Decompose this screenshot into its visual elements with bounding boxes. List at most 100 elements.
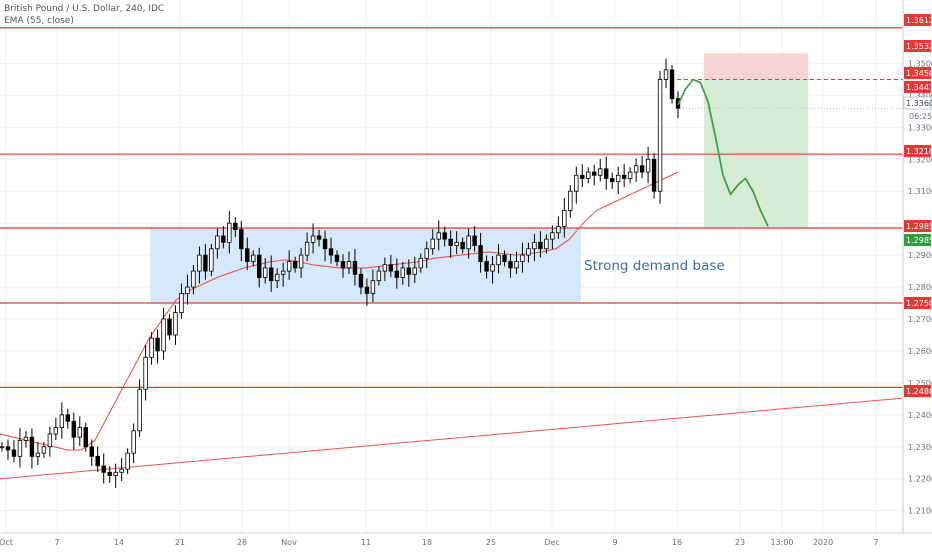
trendline: [0, 395, 931, 480]
candle-body: [532, 241, 537, 250]
candle-body: [454, 241, 459, 246]
candle-body: [514, 261, 519, 269]
price-label-box: [904, 40, 931, 52]
price-label: 1.2985: [906, 222, 932, 231]
time-axis: Oct 7 14 21 28 Nov 11 18 25 Dec 9 16 23 13:00 2020 7: [0, 532, 932, 550]
x-tick-label: 14: [114, 538, 124, 547]
candle-body: [346, 261, 352, 269]
x-tick-label: 25: [486, 538, 496, 547]
price-label-box: [904, 145, 931, 157]
price-label-box: [904, 297, 931, 309]
candle-body: [101, 465, 106, 473]
candle-body: [472, 235, 477, 246]
candle-body: [496, 254, 501, 266]
candle-body: [382, 264, 388, 272]
candle-body: [298, 254, 304, 269]
y-tick-label: 1.2800: [908, 283, 932, 292]
candle-body: [442, 232, 447, 240]
candle-body: [167, 318, 172, 336]
candle-body: [586, 171, 591, 179]
candle-body: [191, 270, 196, 288]
candle-body: [358, 273, 364, 288]
candle-body: [119, 468, 124, 473]
candle-body: [77, 427, 82, 438]
candle-body: [394, 270, 400, 278]
candle-body: [113, 471, 118, 476]
candle-body: [233, 222, 238, 230]
candles: [0, 58, 681, 488]
candle-body: [328, 248, 334, 256]
y-tick-label: 1.2200: [908, 475, 932, 484]
y-tick-label: 1.2300: [908, 443, 932, 452]
x-tick-label: 28: [237, 538, 247, 547]
candle-body: [322, 238, 328, 250]
candle-body: [197, 254, 202, 272]
candle-body: [131, 430, 136, 454]
candle-body: [227, 222, 232, 243]
countdown-timer: 06:25: [909, 112, 932, 121]
candle-body: [17, 439, 23, 457]
candle-body: [11, 449, 17, 457]
price-label: 1.3443: [906, 83, 932, 92]
price-label-box: [904, 220, 931, 232]
price-label-box: [904, 234, 931, 246]
time-axis-background: [0, 533, 932, 550]
x-tick-label: 9: [612, 538, 617, 547]
candle-body: [83, 427, 88, 448]
candle-body: [263, 267, 268, 278]
candle-body: [316, 235, 322, 240]
candle-body: [406, 267, 411, 275]
candle-body: [574, 174, 579, 192]
candle-body: [5, 446, 11, 451]
candle-body: [107, 471, 112, 476]
x-tick-label: Dec: [544, 538, 559, 547]
x-tick-label: 23: [735, 538, 745, 547]
x-tick-label: 13:00: [770, 538, 793, 547]
candle-body: [125, 452, 130, 470]
candle-body: [47, 433, 53, 448]
y-tick-label: 1.2500: [908, 379, 932, 388]
candle-body: [149, 337, 154, 358]
candle-body: [508, 261, 513, 269]
projection-path: [677, 78, 769, 227]
candle-body: [179, 293, 184, 314]
y-tick-label: 1.2100: [908, 507, 932, 516]
y-tick-label: 1.3400: [908, 91, 932, 100]
candle-body: [657, 79, 663, 192]
candle-body: [65, 414, 71, 422]
candle-body: [137, 388, 142, 432]
candle-body: [651, 158, 657, 192]
candle-body: [304, 241, 310, 256]
candle-body: [23, 436, 29, 441]
candle-body: [526, 248, 531, 256]
candle-body: [484, 261, 489, 272]
price-label: 1.3450: [906, 69, 932, 78]
candle-body: [221, 235, 226, 243]
candle-body: [544, 238, 549, 250]
candle-body: [448, 238, 453, 246]
candle-body: [633, 165, 639, 173]
y-tick-label: 1.3100: [908, 187, 932, 196]
candle-body: [364, 286, 370, 294]
candle-body: [161, 318, 166, 352]
candle-body: [604, 168, 609, 179]
candle-body: [562, 210, 567, 227]
candle-body: [592, 171, 597, 176]
y-tick-label: 1.3300: [908, 123, 932, 132]
candle-body: [71, 420, 76, 438]
x-tick-label: 16: [672, 538, 682, 547]
price-label: 1.3612: [906, 16, 932, 25]
candle-body: [598, 168, 603, 176]
candle-body: [35, 452, 41, 457]
candle-body: [490, 264, 495, 272]
candle-body: [418, 257, 423, 269]
candle-body: [251, 254, 256, 262]
x-tick-label: Nov: [281, 538, 297, 547]
price-axis: 1.35001.34001.33001.32001.31001.30001.29…: [902, 0, 932, 550]
y-tick-label: 1.2600: [908, 347, 932, 356]
x-tick-label: 21: [175, 538, 185, 547]
candle-body: [245, 248, 250, 262]
candle-body: [538, 241, 543, 250]
